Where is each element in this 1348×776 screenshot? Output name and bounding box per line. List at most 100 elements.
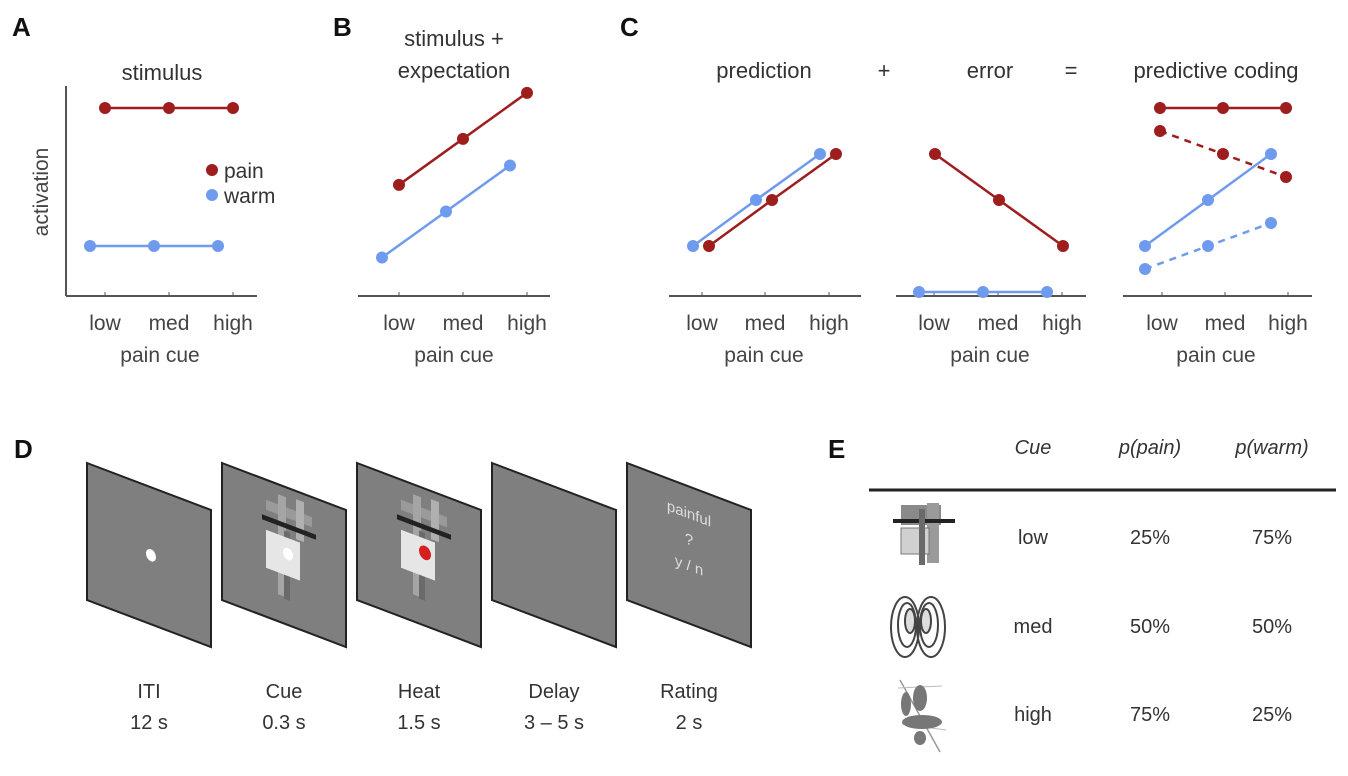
data-point: [993, 194, 1005, 206]
trial-step-delay: Delay 3 – 5 s: [491, 461, 617, 734]
cue-level: med: [1014, 616, 1053, 638]
data-point: [977, 286, 989, 298]
plus-operator: +: [878, 58, 891, 83]
ellipse-figure-icon: [897, 679, 947, 753]
x-axis-label: pain cue: [950, 344, 1029, 367]
legend-warm-marker: [206, 189, 218, 201]
cue-probability-table: Cue p(pain) p(warm) low 25% 75% med 50%: [869, 437, 1336, 753]
screen-content: [262, 494, 316, 601]
x-tick-label: low: [383, 312, 415, 335]
chart-title: prediction: [716, 58, 811, 83]
p-pain-value: 25%: [1130, 527, 1170, 549]
data-point: [1041, 286, 1053, 298]
chart-title: predictive coding: [1133, 58, 1298, 83]
x-axis-label: pain cue: [120, 344, 199, 367]
series-pain-solid: [99, 102, 239, 114]
x-tick-label: high: [809, 312, 849, 335]
data-point: [830, 148, 842, 160]
data-point: [1265, 148, 1277, 160]
data-point: [1280, 171, 1292, 183]
chart-stimulus: stimulus low med high pain cue: [65, 60, 257, 367]
step-duration: 12 s: [130, 712, 168, 734]
panel-letter-d: D: [14, 434, 33, 464]
series-pain-dashed: [1154, 125, 1292, 183]
step-label: Delay: [528, 681, 579, 703]
p-pain-value: 75%: [1130, 704, 1170, 726]
rating-prompt-text: ?: [685, 530, 694, 550]
data-point: [84, 240, 96, 252]
chart-title: expectation: [398, 58, 511, 83]
step-duration: 0.3 s: [262, 712, 305, 734]
step-label: ITI: [137, 681, 160, 703]
data-point: [227, 102, 239, 114]
x-tick-label: high: [507, 312, 547, 335]
shell-figure-icon: [890, 596, 946, 658]
data-point: [504, 159, 516, 172]
trial-step-cue: Cue 0.3 s: [221, 461, 347, 734]
data-point: [1202, 194, 1214, 206]
trial-step-heat: Heat 1.5 s: [356, 461, 482, 734]
screen: [626, 461, 752, 649]
series-warm-solid: [1139, 148, 1277, 252]
x-tick-label: high: [213, 312, 253, 335]
panel-letter-c: C: [620, 12, 639, 42]
step-label: Heat: [398, 681, 441, 703]
data-point: [1217, 102, 1229, 114]
data-point: [99, 102, 111, 114]
header-p-warm: p(warm): [1234, 437, 1308, 459]
chart-error: error low med high pain cue: [896, 58, 1086, 367]
data-point: [1217, 148, 1229, 160]
panel-letter-e: E: [828, 434, 845, 464]
step-label: Cue: [266, 681, 303, 703]
heat-dot-icon: [419, 545, 431, 561]
legend-warm-label: warm: [223, 185, 275, 208]
x-tick-label: med: [443, 312, 484, 335]
block-figure-icon: [893, 503, 955, 565]
x-tick-label: med: [978, 312, 1019, 335]
data-point: [814, 148, 826, 160]
chart-title: stimulus: [122, 60, 203, 85]
panel-letter-b: B: [333, 12, 352, 42]
p-warm-value: 25%: [1252, 704, 1292, 726]
y-axis-label: activation: [30, 148, 53, 237]
series-warm-solid: [84, 240, 224, 252]
x-axis-label: pain cue: [1176, 344, 1255, 367]
cue-image-icon: [262, 494, 316, 601]
data-point: [148, 240, 160, 252]
x-tick-label: med: [745, 312, 786, 335]
cue-level: high: [1014, 704, 1052, 726]
fixation-dot-icon: [283, 547, 293, 561]
data-point: [212, 240, 224, 252]
p-warm-value: 75%: [1252, 527, 1292, 549]
data-point: [376, 251, 388, 264]
series-warm-solid: [913, 286, 1053, 298]
data-point: [1280, 102, 1292, 114]
series-pain-solid: [929, 148, 1069, 252]
chart-prediction: prediction low med high pain cue: [669, 58, 861, 367]
x-tick-label: high: [1268, 312, 1308, 335]
x-tick-label: low: [89, 312, 121, 335]
screen-content: [397, 494, 451, 601]
series-warm-solid: [687, 148, 826, 252]
trial-step-iti: ITI 12 s: [86, 461, 212, 734]
fixation-dot-icon: [146, 549, 156, 562]
series-pain-solid: [1154, 102, 1292, 114]
cue-level: low: [1018, 527, 1049, 549]
x-tick-label: low: [686, 312, 718, 335]
x-tick-label: high: [1042, 312, 1082, 335]
data-point: [687, 240, 699, 252]
series-pain-solid: [703, 148, 842, 252]
legend: pain warm: [206, 160, 275, 208]
data-point: [393, 178, 405, 191]
header-p-pain: p(pain): [1118, 437, 1181, 459]
chart-stimulus-expectation: stimulus + expectation low med high pain cue: [358, 26, 550, 367]
step-duration: 2 s: [676, 712, 703, 734]
step-duration: 3 – 5 s: [524, 712, 584, 734]
data-point: [703, 240, 715, 252]
step-label: Rating: [660, 681, 718, 703]
x-axis-label: pain cue: [724, 344, 803, 367]
data-point: [1265, 217, 1277, 229]
